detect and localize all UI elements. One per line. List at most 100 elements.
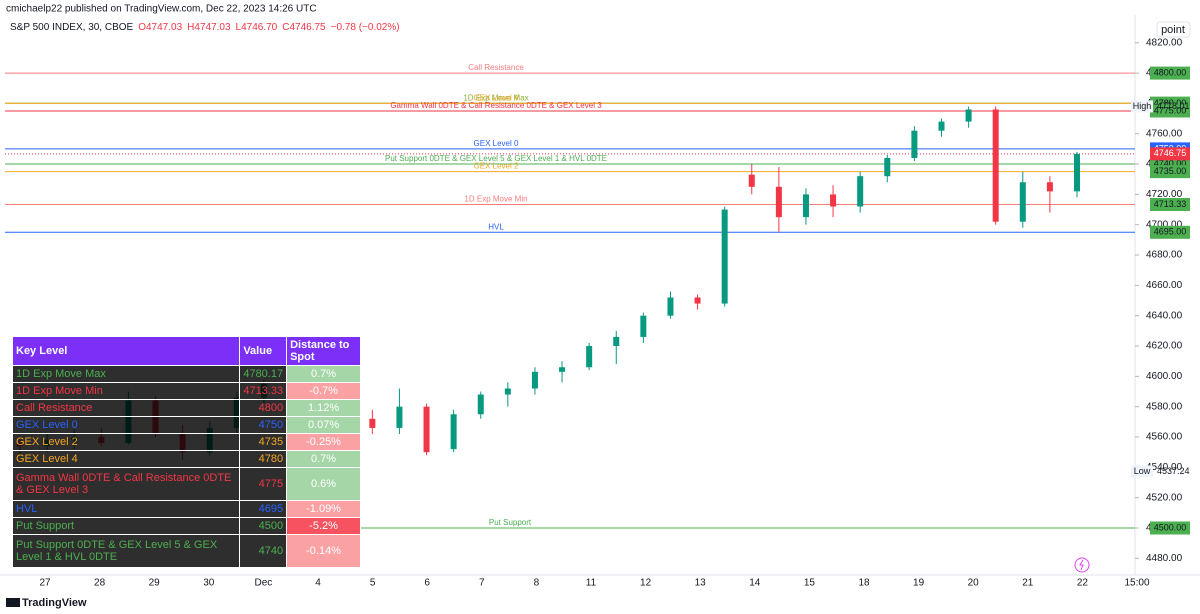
level-label: HVL <box>488 222 504 231</box>
candle-body <box>884 157 891 177</box>
x-tick-label: 27 <box>39 578 51 589</box>
table-cell: Put Support <box>11 517 241 535</box>
candle-body <box>965 109 972 122</box>
y-tick-label: 4480.00 <box>1146 553 1183 564</box>
table-cell: 4780 <box>239 450 288 468</box>
candle-body <box>423 406 430 453</box>
table-row: GEX Level 2 4735 -0.25% <box>11 433 361 451</box>
table-cell: 4780.17 <box>239 365 288 383</box>
candle-body <box>369 418 376 428</box>
published: cmichaelp22 published on TradingView.com… <box>6 4 317 15</box>
table-cell: 1D Exp Move Max <box>11 365 241 383</box>
table-cell: -0.14% <box>286 534 361 568</box>
x-tick-label: Dec <box>255 578 273 589</box>
last-price-badge <box>1150 147 1190 161</box>
low-value: 4537.24 <box>1157 466 1190 476</box>
candle-body <box>775 186 782 218</box>
alert-icon[interactable] <box>1074 557 1090 573</box>
ohlc-value: H4747.03 <box>187 22 231 33</box>
x-tick-label: 18 <box>858 578 870 589</box>
table-cell: 4740 <box>239 534 288 568</box>
table-cell: HVL <box>11 500 241 518</box>
key-level-table: Key Level Value Distance to Spot 1D Exp Mov… <box>11 336 361 568</box>
x-tick-label: 22 <box>1077 578 1089 589</box>
high-tag <box>1131 100 1153 113</box>
brand-logo <box>6 598 20 607</box>
symbol-line: S&P 500 INDEX, 30, CBOE O4747.03 H4747.03 L… <box>10 22 400 33</box>
x-tick-label: 28 <box>94 578 106 589</box>
x-tick-label: 20 <box>968 578 980 589</box>
table-row: 1D Exp Move Max 4780.17 0.7% <box>11 365 361 383</box>
x-tick-label: 11 <box>586 578 597 589</box>
y-tick-label: 4700.00 <box>1146 219 1183 230</box>
x-tick-label: 14 <box>749 578 761 589</box>
candle-body <box>992 109 999 222</box>
candle-body <box>802 194 809 218</box>
scale-button[interactable] <box>1156 21 1191 38</box>
table-cell: GEX Level 0 <box>11 416 241 434</box>
y-tick-label: 4640.00 <box>1146 310 1183 321</box>
table-cell: GEX Level 4 <box>11 450 241 468</box>
candle-body <box>1019 182 1026 222</box>
level-badge-label: 4735.00 <box>1154 166 1187 176</box>
level-label: Put Support <box>489 518 532 527</box>
table-cell: Call Resistance <box>11 399 241 417</box>
level-label: Put Support 0DTE & GEX Level 5 & GEX Lev… <box>385 154 607 163</box>
table-row: GEX Level 0 4750 0.07% <box>11 416 361 434</box>
x-tick-label: 30 <box>203 578 215 589</box>
y-tick-label: 4600.00 <box>1146 371 1183 382</box>
level-label: 1D Exp Move Max <box>463 93 528 102</box>
level-badge-label: 4695.00 <box>1154 227 1187 237</box>
ohlc-value: −0.78 (−0.02%) <box>331 22 400 33</box>
last-price-badge-label: 4746.75 <box>1154 148 1187 158</box>
candle-body <box>477 394 484 415</box>
table-cell: 4775 <box>239 467 288 501</box>
level-badge-label: 4500.00 <box>1154 522 1187 532</box>
level-badge <box>1150 66 1190 80</box>
ohlc-value: L4746.70 <box>236 22 278 33</box>
y-tick-label: 4680.00 <box>1146 250 1183 261</box>
table-row: Put Support 0DTE & GEX Level 5 & GEX Lev… <box>11 534 361 568</box>
x-tick-label: 19 <box>913 578 925 589</box>
table-cell: 1D Exp Move Min <box>11 382 241 400</box>
table-cell: 4695 <box>239 500 288 518</box>
table-cell: -5.2% <box>286 517 361 535</box>
candle-body <box>911 130 918 158</box>
y-tick-label: 4660.00 <box>1146 280 1183 291</box>
level-badge-label: 4713.33 <box>1154 199 1187 209</box>
y-tick-label: 4540.00 <box>1146 462 1183 473</box>
candle-body <box>504 388 511 395</box>
level-badge <box>1150 104 1190 118</box>
symbol: S&P 500 INDEX, 30, CBOE <box>10 22 134 33</box>
table-header-cell: Distance to Spot <box>286 336 361 366</box>
ohlc-value: O4747.03 <box>138 22 182 33</box>
level-label: GEX Level 2 <box>474 162 519 171</box>
table-cell: 0.7% <box>286 450 361 468</box>
high-tag-label: High <box>1133 101 1152 111</box>
candle-body <box>694 297 701 304</box>
level-badge <box>1150 521 1190 535</box>
level-label: GEX Level 4 <box>474 94 519 103</box>
table-row: GEX Level 4 4780 0.7% <box>11 450 361 468</box>
x-tick-label: 15 <box>804 578 816 589</box>
brand: TradingView <box>22 597 87 609</box>
table-cell: 4750 <box>239 416 288 434</box>
level-label: 1D Exp Move Min <box>464 195 527 204</box>
level-badge <box>1150 165 1190 179</box>
candle-body <box>640 315 647 337</box>
x-tick-label: 12 <box>640 578 652 589</box>
y-tick-label: 4720.00 <box>1146 189 1183 200</box>
scale-button-label[interactable]: point <box>1161 24 1185 36</box>
level-label: Gamma Wall 0DTE & Call Resistance 0DTE &… <box>390 101 602 110</box>
table-cell: 0.6% <box>286 467 361 501</box>
alert-icon-bolt <box>1079 559 1084 571</box>
level-label: GEX Level 0 <box>474 139 519 148</box>
x-tick-label: 8 <box>534 578 540 589</box>
x-tick-label: 7 <box>479 578 485 589</box>
high-value: 4778.01 <box>1157 101 1190 111</box>
candle-body <box>450 414 457 450</box>
low-tag-label: Low <box>1134 466 1151 476</box>
table-cell: GEX Level 2 <box>11 433 241 451</box>
candle-body <box>667 297 674 316</box>
candle-body <box>830 194 837 207</box>
